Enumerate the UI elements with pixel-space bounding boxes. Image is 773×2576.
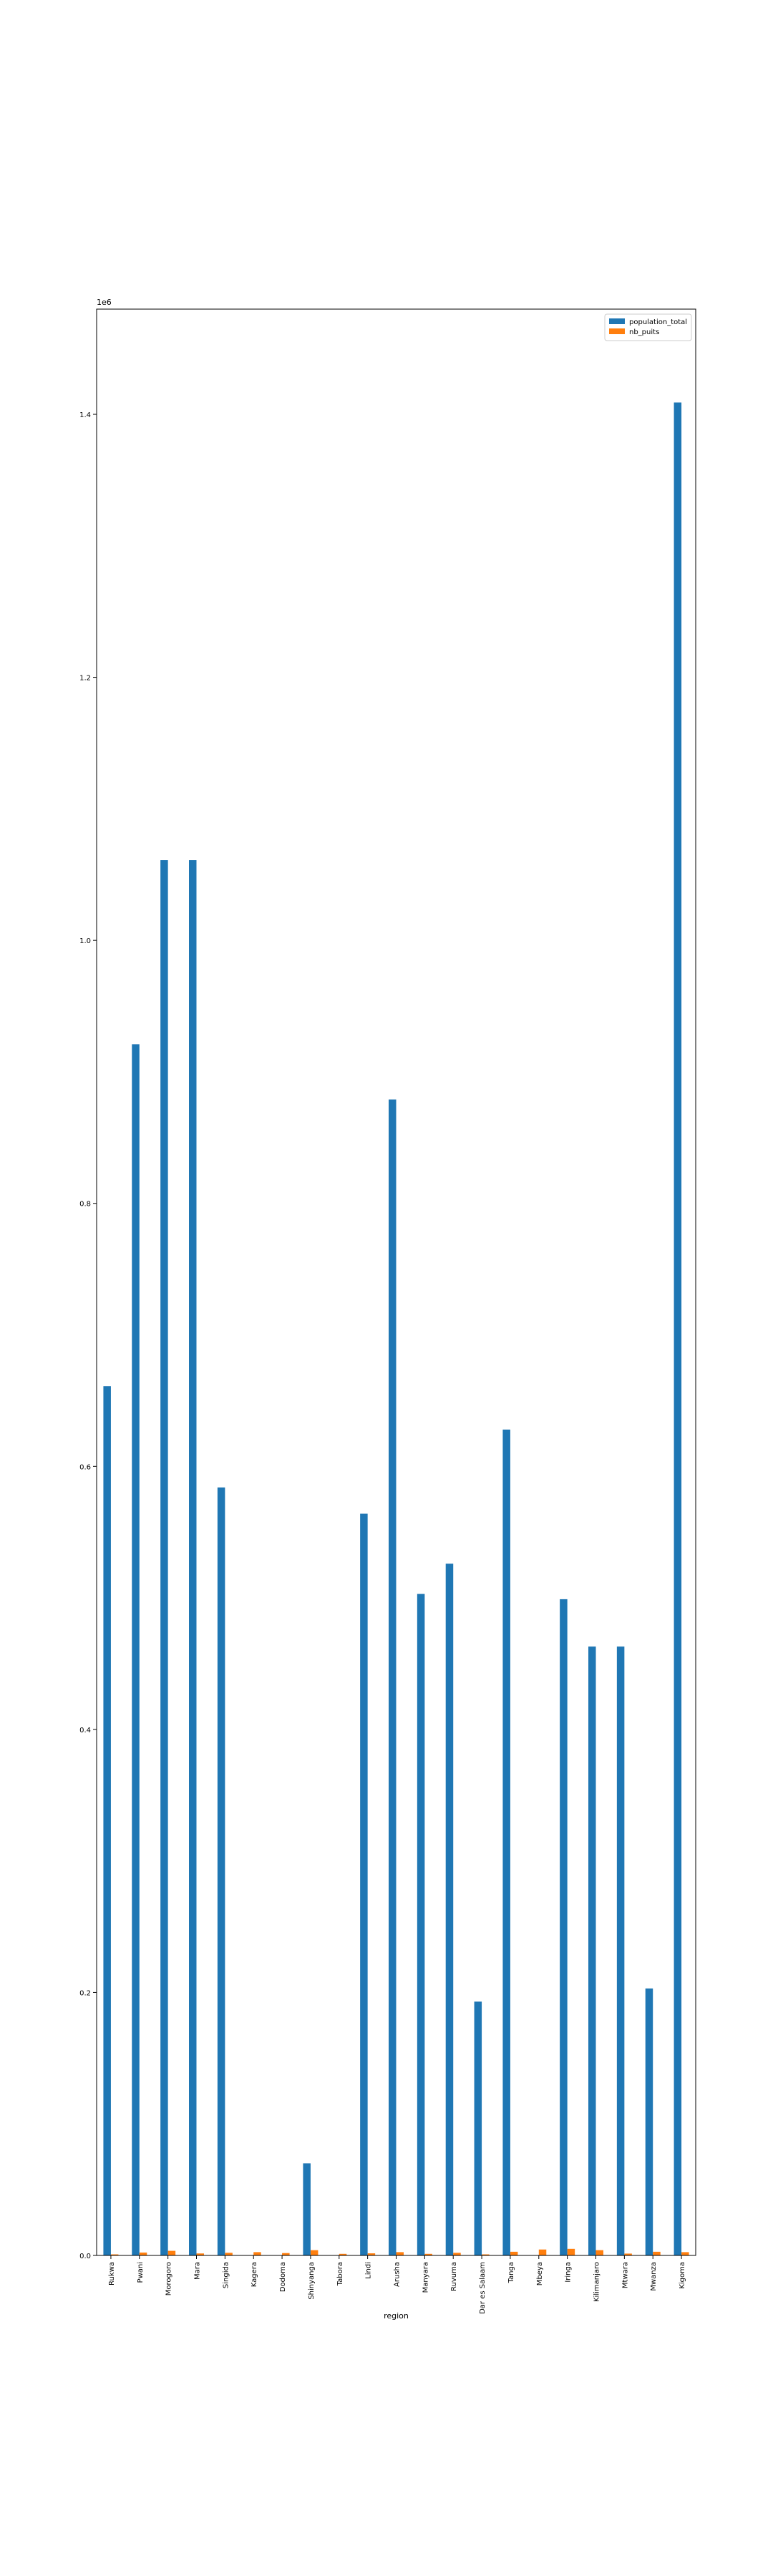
x-tick-label: Singida [222,2262,230,2288]
bar-nb-puits-11 [424,2253,432,2255]
bar-population-total-1 [132,1044,140,2255]
x-tick-label: Shinyanga [308,2262,316,2300]
y-tick-label: 0.4 [79,1727,91,1735]
legend-label-nb-puits: nb_puits [629,328,659,336]
y-tick-label: 0.8 [79,1201,91,1209]
bar-nb-puits-5 [253,2252,261,2255]
legend-box [604,313,692,341]
y-tick-label: 0.0 [79,2253,91,2260]
x-tick-label: Arusha [394,2262,402,2287]
bar-population-total-0 [103,1386,111,2255]
bar-nb-puits-18 [624,2253,632,2255]
bar-population-total-3 [189,860,197,2255]
x-axis: Rukwa Pwani Morogoro Mara Singida Kagera Dodom… [108,2255,686,2314]
x-tick-label: Pwani [137,2262,145,2283]
bar-population-total-16 [560,1599,568,2255]
legend-swatch-population-total [609,318,625,324]
legend-swatch-nb-puits [609,328,625,334]
x-tick-label: Kilimanjaro [593,2262,601,2302]
x-tick-label: Dodoma [279,2262,287,2292]
bar-population-total-9 [360,1513,368,2255]
y-axis: 0.0 0.2 0.4 0.6 0.8 1.0 1.2 1.4 [79,411,97,2260]
x-tick-label: Mara [194,2262,202,2280]
bar-nb-puits-4 [225,2253,233,2255]
x-tick-label: Mtwara [621,2262,629,2288]
bar-nb-puits-8 [339,2253,347,2255]
x-tick-label: Kigoma [679,2262,686,2289]
bar-population-total-19 [645,1988,653,2255]
bar-nb-puits-2 [167,2250,176,2255]
legend: population_total nb_puits [604,313,692,341]
y-tick-label: 1.4 [79,411,91,419]
bars-layer [103,402,689,2255]
x-tick-label: Tabora [336,2262,344,2286]
x-tick-label: Tanga [507,2262,515,2283]
bar-nb-puits-7 [310,2250,319,2255]
bar-population-total-11 [417,1594,425,2255]
bar-population-total-7 [303,2163,311,2255]
bar-population-total-20 [674,402,682,2255]
y-tick-label: 1.0 [79,937,91,945]
bar-nb-puits-9 [367,2253,376,2255]
x-tick-label: Morogoro [165,2262,173,2296]
y-tick-label: 0.2 [79,1989,91,1997]
x-tick-label: Lindi [365,2262,373,2279]
bar-nb-puits-20 [681,2252,689,2255]
bar-population-total-14 [502,1429,510,2255]
bar-nb-puits-14 [510,2251,518,2255]
y-tick-label: 1.2 [79,675,91,683]
bar-population-total-13 [474,2001,482,2255]
bar-nb-puits-15 [538,2249,547,2255]
bar-nb-puits-10 [396,2252,404,2255]
y-tick-label: 0.6 [79,1463,91,1471]
bar-nb-puits-17 [595,2250,603,2255]
x-tick-label: Dar es Salaam [479,2262,487,2314]
bar-population-total-18 [616,1646,625,2255]
x-tick-label: Rukwa [108,2262,116,2285]
x-tick-label: Manyara [422,2262,429,2293]
bar-nb-puits-19 [653,2251,661,2255]
x-tick-label: Mwanza [650,2262,658,2291]
y-offset-label: 1e6 [97,298,112,307]
bar-nb-puits-12 [453,2253,461,2255]
x-tick-label: Kagera [251,2262,258,2287]
bar-nb-puits-3 [196,2253,204,2255]
bar-population-total-10 [389,1099,397,2255]
legend-label-population-total: population_total [629,318,687,326]
bar-nb-puits-6 [282,2253,290,2255]
bar-population-total-17 [588,1646,596,2255]
bar-population-total-12 [445,1563,454,2255]
x-axis-label: region [384,2311,409,2321]
bar-nb-puits-1 [139,2252,147,2255]
x-tick-label: Iringa [565,2262,573,2283]
bar-nb-puits-16 [567,2248,575,2255]
bar-population-total-2 [160,860,168,2255]
x-tick-label: Ruvuma [450,2262,458,2291]
bar-population-total-4 [217,1487,225,2255]
x-tick-label: Mbeya [536,2262,544,2285]
